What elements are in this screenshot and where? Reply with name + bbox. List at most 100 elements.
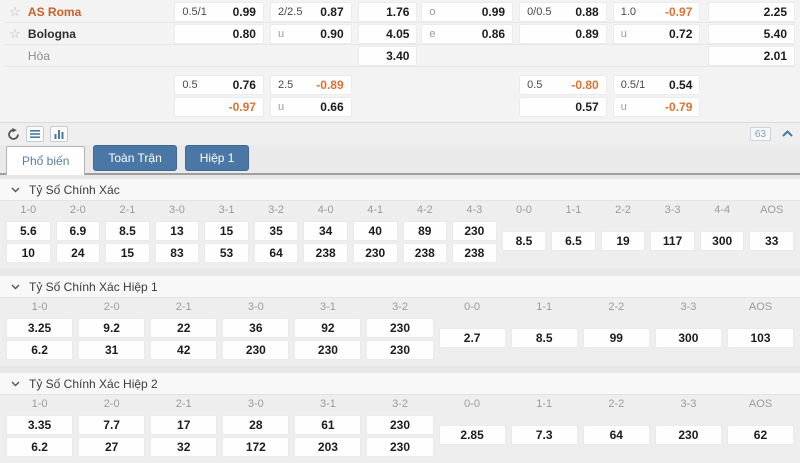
- score-odds-cell[interactable]: 34: [303, 221, 348, 241]
- odds-cell[interactable]: 1.0 -0.97: [612, 1, 701, 22]
- refresh-icon[interactable]: [7, 127, 20, 141]
- odds-cell[interactable]: 2.25: [708, 1, 796, 22]
- score-odds-cell[interactable]: 117: [650, 231, 695, 251]
- chevron-up-icon[interactable]: [782, 130, 793, 138]
- score-odds-cell[interactable]: 28: [222, 415, 290, 435]
- odds-slot-hcp1: [174, 46, 264, 66]
- score-odds-cell[interactable]: 172: [222, 437, 290, 457]
- score-odds-cell[interactable]: 32: [150, 437, 218, 457]
- section-header[interactable]: Tỷ Số Chính Xác: [0, 179, 800, 201]
- odds-value: 0.57: [575, 100, 599, 114]
- score-odds-cell[interactable]: 53: [204, 243, 249, 263]
- odds-cell[interactable]: 0.57: [519, 97, 607, 117]
- score-odds-cell[interactable]: 2.7: [438, 328, 506, 348]
- odds-cell[interactable]: 0.89: [519, 23, 607, 44]
- score-odds-cell[interactable]: 230: [222, 340, 290, 360]
- score-odds-cell[interactable]: 230: [352, 243, 398, 263]
- score-odds-cell[interactable]: 230: [294, 340, 362, 360]
- odds-cell[interactable]: 0/0.5 0.88: [519, 1, 607, 22]
- odds-cell[interactable]: 2.01: [708, 45, 796, 66]
- score-odds-cell[interactable]: 230: [366, 415, 434, 435]
- odds-cell[interactable]: u 0.90: [269, 23, 352, 44]
- odds-cell[interactable]: 0.5 -0.80: [519, 75, 607, 95]
- odds-cell[interactable]: 1.76: [357, 1, 418, 22]
- odds-cell[interactable]: 3.40: [357, 45, 418, 66]
- score-odds-cell[interactable]: 238: [303, 243, 348, 263]
- score-odds-cell[interactable]: 40: [352, 221, 398, 241]
- odds-cell[interactable]: e 0.86: [421, 23, 514, 44]
- score-odds-cell[interactable]: 3.25: [6, 318, 74, 338]
- odds-cell[interactable]: u 0.72: [612, 23, 701, 44]
- score-odds-cell[interactable]: 92: [294, 318, 362, 338]
- score-odds-cell[interactable]: 42: [150, 340, 218, 360]
- star-icon[interactable]: ☆: [9, 25, 21, 41]
- score-odds-cell[interactable]: 6.2: [6, 437, 74, 457]
- score-odds-cell[interactable]: 103: [726, 328, 795, 348]
- score-odds-cell[interactable]: 15: [105, 243, 150, 263]
- score-odds-cell[interactable]: 8.5: [510, 328, 578, 348]
- score-odds-cell[interactable]: 19: [600, 231, 646, 251]
- odds-cell[interactable]: -0.97: [174, 97, 264, 117]
- star-icon[interactable]: ☆: [9, 3, 21, 19]
- score-odds-cell[interactable]: 36: [222, 318, 290, 338]
- score-odds-cell[interactable]: 238: [402, 243, 448, 263]
- score-odds-cell[interactable]: 22: [150, 318, 218, 338]
- score-odds-cell[interactable]: 7.3: [510, 425, 578, 445]
- odds-cell[interactable]: 0.5/1 0.54: [612, 75, 701, 95]
- score-odds-cell[interactable]: 61: [294, 415, 362, 435]
- odds-point-label: 1.0: [620, 5, 637, 18]
- score-odds-cell[interactable]: 3.35: [6, 415, 74, 435]
- score-odds-cell[interactable]: 238: [452, 243, 497, 263]
- score-odds-cell[interactable]: 62: [726, 425, 795, 445]
- stats-chart-icon[interactable]: [50, 126, 68, 142]
- score-odds-cell[interactable]: 33: [749, 231, 794, 251]
- score-odds-cell[interactable]: 8.5: [501, 231, 547, 251]
- score-odds-cell[interactable]: 17: [150, 415, 218, 435]
- score-odds-cell[interactable]: 31: [78, 340, 146, 360]
- score-odds-cell[interactable]: 9.2: [78, 318, 146, 338]
- odds-cell[interactable]: 0.80: [174, 23, 264, 44]
- tab-pho-bien[interactable]: Phổ biến: [6, 146, 86, 175]
- odds-cell[interactable]: 2.5 -0.89: [269, 75, 352, 95]
- score-odds-cell[interactable]: 13: [154, 221, 200, 241]
- score-odds-cell[interactable]: 6.5: [551, 231, 596, 251]
- score-odds-cell[interactable]: 2.85: [438, 425, 506, 445]
- score-odds-cell[interactable]: 83: [154, 243, 200, 263]
- odds-cell[interactable]: o 0.99: [421, 1, 514, 22]
- score-odds-cell[interactable]: 300: [654, 328, 722, 348]
- section-header[interactable]: Tỷ Số Chính Xác Hiệp 2: [0, 373, 800, 395]
- score-odds-cell[interactable]: 230: [654, 425, 722, 445]
- odds-cell[interactable]: 2/2.5 0.87: [269, 1, 352, 22]
- score-odds-cell[interactable]: 6.2: [6, 340, 74, 360]
- odds-cell[interactable]: u 0.66: [269, 97, 352, 117]
- score-odds-cell[interactable]: 300: [699, 231, 745, 251]
- score-odds-cell[interactable]: 27: [78, 437, 146, 457]
- score-odds-cell[interactable]: 35: [253, 221, 299, 241]
- score-odds-cell[interactable]: 230: [366, 318, 434, 338]
- score-odds-cell[interactable]: 64: [582, 425, 650, 445]
- score-odds-cell[interactable]: 89: [402, 221, 448, 241]
- odds-cell[interactable]: 5.40: [708, 23, 796, 44]
- score-odds-cell[interactable]: 230: [452, 221, 497, 241]
- score-odds-cell[interactable]: 15: [204, 221, 249, 241]
- tab-hiep-1[interactable]: Hiệp 1: [184, 145, 250, 171]
- score-odds-cell[interactable]: 6.9: [55, 221, 101, 241]
- score-odds-cell[interactable]: 230: [366, 340, 434, 360]
- score-odds-cell[interactable]: 5.6: [6, 221, 51, 241]
- odds-cell[interactable]: 0.5 0.76: [174, 75, 264, 95]
- score-odds-cell[interactable]: 203: [294, 437, 362, 457]
- odds-cell[interactable]: 4.05: [357, 23, 418, 44]
- score-odds-cell[interactable]: 24: [55, 243, 101, 263]
- score-odds-cell[interactable]: 7.7: [78, 415, 146, 435]
- odds-cell[interactable]: 0.5/1 0.99: [174, 1, 264, 22]
- odds-point-label: 0/0.5: [527, 5, 552, 18]
- score-odds-cell[interactable]: 230: [366, 437, 434, 457]
- section-header[interactable]: Tỷ Số Chính Xác Hiệp 1: [0, 276, 800, 298]
- score-odds-cell[interactable]: 64: [253, 243, 299, 263]
- score-odds-cell[interactable]: 10: [6, 243, 51, 263]
- tab-toan-tran[interactable]: Toàn Trận: [93, 145, 177, 171]
- score-odds-cell[interactable]: 99: [582, 328, 650, 348]
- odds-list-icon[interactable]: [26, 126, 44, 142]
- score-odds-cell[interactable]: 8.5: [105, 221, 150, 241]
- odds-cell[interactable]: u -0.79: [612, 97, 701, 117]
